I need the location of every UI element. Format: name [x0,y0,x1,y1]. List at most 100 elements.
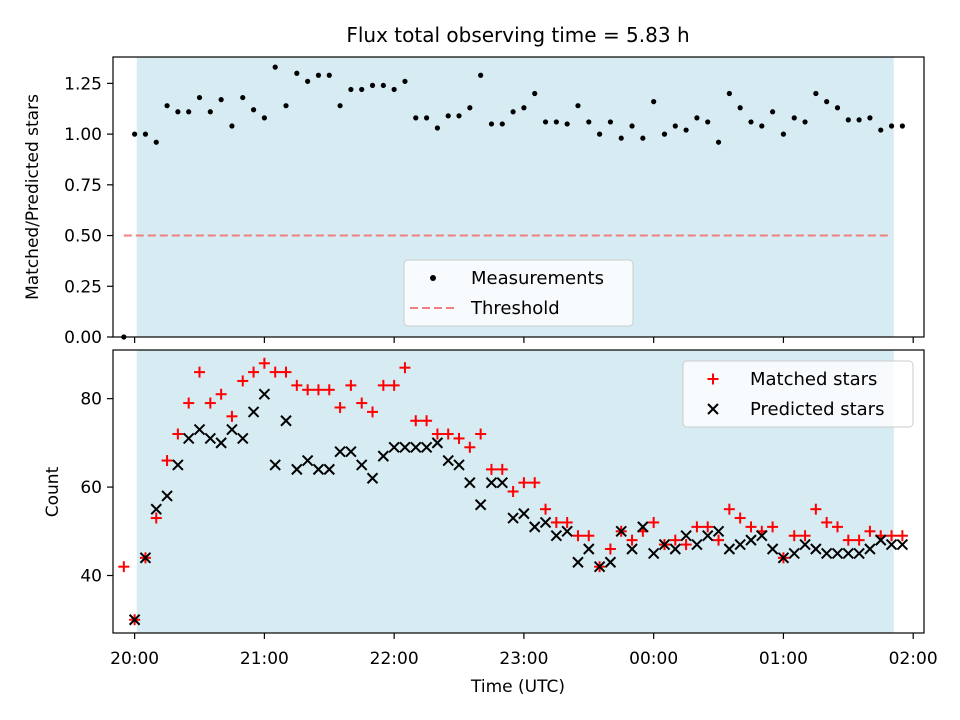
measurement-point [229,123,235,129]
measurement-point [791,115,797,121]
predicted-star-point [453,459,465,471]
matched-star-point [799,530,811,542]
x-stroke [637,521,649,533]
measurement-point [737,105,743,111]
predicted-star-point [831,547,844,560]
matched-star-point [561,516,573,528]
x-stroke [172,459,184,471]
matched-star-point [442,428,454,440]
matched-star-point [377,379,389,391]
predicted-star-point [507,512,519,524]
measurement-point [705,119,711,125]
predicted-star-point [474,499,487,511]
bottom-y-label: 40 [80,567,102,587]
predicted-star-point [193,423,206,436]
measurement-point [164,103,170,109]
measurement-point [802,119,808,125]
measurement-point [402,78,408,84]
predicted-star-point [756,530,768,542]
x-stroke [647,547,660,560]
predicted-star-point [842,547,855,560]
chart-title: Flux total observing time = 5.83 h [346,23,689,47]
predicted-star-point [312,463,325,476]
measurement-point [499,121,505,127]
predicted-star-point [247,406,260,418]
predicted-star-point [637,521,649,533]
x-stroke [680,530,692,542]
matched-star-point [702,521,714,533]
measurement-point [132,131,138,137]
matched-star-point [215,388,227,400]
x-stroke [626,543,638,555]
x-stroke [583,543,595,555]
predicted-star-point [561,525,573,538]
predicted-star-point [702,530,714,542]
matched-star-point [896,530,908,542]
predicted-star-points [128,388,909,626]
matched-star-point [496,463,508,475]
matched-star-point [312,384,324,396]
predicted-star-point [366,472,379,484]
predicted-star-point [864,543,876,555]
x-stroke [766,543,779,555]
matched-star-point [226,410,238,422]
predicted-star-point [377,450,390,462]
measurement-point [434,125,440,131]
matched-star-point [388,379,400,391]
measurement-point [456,113,462,119]
x-stroke [431,437,444,449]
x-stroke [723,543,736,555]
x-stroke [712,525,725,538]
measurement-point [618,135,624,141]
predicted-star-point [777,552,790,564]
top-axes-frame [112,56,925,338]
matched-star-point [367,406,379,418]
measurement-point [845,117,851,123]
x-tick-label: 00:00 [629,649,678,669]
measurement-point [337,103,343,109]
x-stroke [215,437,227,449]
x-stroke [875,534,887,546]
bottom-legend: Matched stars Predicted stars [682,360,914,428]
predicted-star-point [593,560,606,573]
predicted-star-point [529,521,541,533]
predicted-star-point [615,525,627,538]
measurement-point [294,70,300,76]
x-stroke [420,441,433,453]
top-panel: 0.00 0.25 0.50 0.75 1.00 1.25 Matched/Predict… [23,56,925,348]
matched-star-point [485,463,497,475]
predicted-star-point [334,445,346,458]
predicted-star-point [766,543,779,555]
matched-star-point [842,534,854,546]
x-stroke [529,521,541,533]
predicted-star-point [269,459,281,471]
predicted-star-point [572,556,584,568]
x-stroke [366,472,379,484]
predicted-star-point [301,454,314,467]
top-y-label: 0.75 [64,176,102,196]
bottom-y-label: 80 [80,390,102,410]
x-stroke [777,552,790,564]
matched-star-point [540,503,552,515]
top-y-label: 0.25 [64,277,102,297]
x-stroke [258,388,271,400]
measurement-point [564,121,570,127]
measurement-point [186,109,192,115]
top-y-label: 0.50 [64,227,102,247]
x-stroke [161,490,173,502]
measurement-point [207,109,213,115]
x-stroke [301,454,314,467]
measurement-point [348,86,354,93]
matched-star-point [723,503,735,515]
measurement-point [153,139,159,145]
measurement-point [315,72,322,78]
predicted-star-point [680,530,692,542]
bottom-y-label: 60 [80,478,102,498]
bottom-x-ticks: 20:00 21:00 22:00 23:00 00:00 01:00 02:00 [110,633,938,669]
measurement-point [305,78,311,84]
matched-star-point [183,397,195,409]
x-stroke [745,534,757,546]
measurement-point [326,72,332,78]
predicted-star-point [172,459,184,471]
